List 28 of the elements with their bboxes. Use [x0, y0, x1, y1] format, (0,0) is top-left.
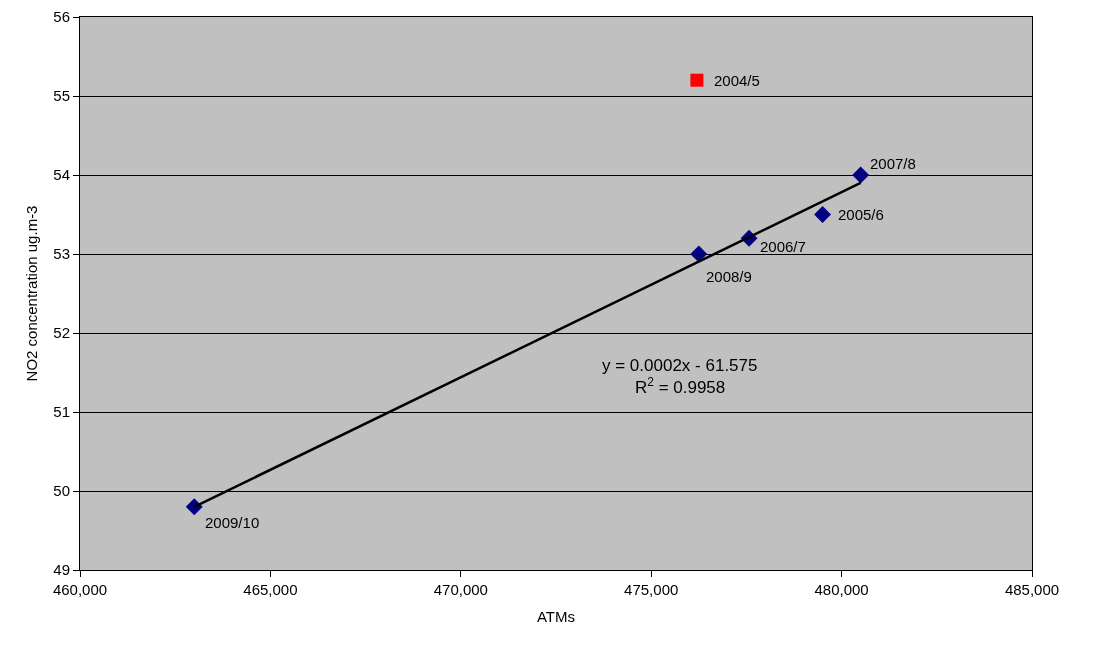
point	[852, 166, 870, 184]
y-tick-label: 50	[53, 482, 70, 500]
x-tick-label: 485,000	[1004, 581, 1060, 598]
point	[814, 206, 832, 223]
x-tick-label: 475,000	[624, 581, 679, 598]
y-tick-label: 55	[53, 87, 70, 105]
annotation: 2009/10	[205, 514, 260, 531]
annotation: R$^{2}$ = 0.9958	[635, 375, 726, 398]
y-tick-label: 52	[53, 324, 70, 342]
point	[690, 73, 704, 87]
x-tick-label: 470,000	[433, 581, 488, 598]
y-tick-label: 56	[53, 8, 70, 26]
x-axis-title: ATMs	[536, 608, 576, 625]
y-tick-label: 53	[53, 245, 70, 263]
y-tick-label: 54	[53, 166, 70, 184]
annotation: 2004/5	[714, 72, 760, 89]
y-tick-label: 51	[53, 403, 70, 421]
annotation: 2005/6	[838, 206, 884, 223]
annotation: y = 0.0002x - 61.575	[602, 356, 758, 375]
y-tick-label: 49	[53, 561, 70, 579]
point	[690, 245, 708, 263]
x-tick-label: 465,000	[243, 581, 298, 598]
x-tick-label: 480,000	[814, 581, 869, 598]
x-tick-label: 460,000	[52, 581, 108, 598]
annotation: 2006/7	[760, 238, 806, 255]
annotation: 2008/9	[706, 268, 752, 285]
annotation: 2007/8	[870, 155, 916, 172]
y-axis-title: NO2 concentration ug.m-3	[22, 205, 40, 382]
